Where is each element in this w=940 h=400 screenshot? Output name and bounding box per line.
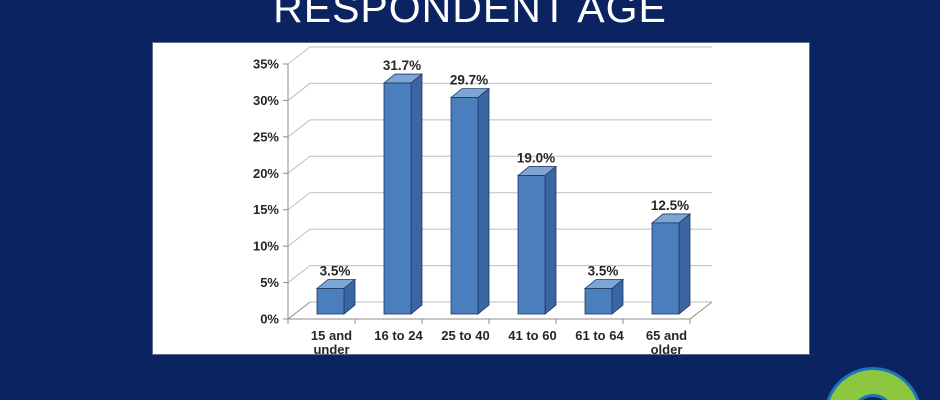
y-tick-label: 25% [253,129,279,144]
y-tick-label: 20% [253,166,279,181]
bar-front-face [450,97,479,315]
chart-svg: 0% 5% 10% 15% 20% 25% 30% 35% 3.5% 31.7% 29.7% 19.0… [253,46,713,354]
category-label: 16 to 24 [374,328,423,343]
data-label: 31.7% [383,58,421,73]
data-label: 12.5% [651,198,689,213]
y-tick-label: 0% [260,312,279,327]
bar-front-face [316,288,345,315]
bar-1: 31.7% [383,58,424,315]
category-label: 65 and [646,328,687,343]
bar-3: 19.0% [517,151,558,315]
y-tick-label: 35% [253,57,279,72]
bar-front-face [584,288,613,315]
data-label: 3.5% [320,264,351,279]
bar-front-face [383,82,412,315]
data-label: 3.5% [588,264,619,279]
gridlines [287,46,712,283]
category-label: 41 to 60 [508,328,556,343]
data-label: 29.7% [450,73,488,88]
category-label: older [651,342,683,354]
bar-side-face [544,165,557,315]
category-label: 25 to 40 [441,328,489,343]
category-label: under [313,342,349,354]
bars: 3.5% 31.7% 29.7% 19.0% 3.5% 12.5% [315,58,692,315]
bar-0: 3.5% [315,264,357,315]
y-tick-label: 15% [253,202,279,217]
chart-panel: 0% 5% 10% 15% 20% 25% 30% 35% 3.5% 31.7% 29.7% 19.0… [152,42,810,355]
slide-title: RESPONDENT AGE [273,0,667,31]
bar-side-face [410,73,423,315]
bar-front-face [651,222,680,315]
y-tick-label: 10% [253,239,279,254]
bar-4: 3.5% [583,264,625,315]
bar-front-face [517,175,546,315]
y-tick-label: 5% [260,275,279,290]
category-label: 61 to 64 [575,328,624,343]
y-axis: 0% 5% 10% 15% 20% 25% 30% 35% [253,57,691,327]
bar-side-face [678,213,691,315]
data-label: 19.0% [517,151,555,166]
y-tick-label: 30% [253,93,279,108]
category-label: 15 and [311,328,352,343]
bar-5: 12.5% [651,198,692,315]
bar-2: 29.7% [450,73,491,315]
logo [826,367,920,400]
logo-ring-green [829,370,917,400]
bar-side-face [477,87,490,315]
